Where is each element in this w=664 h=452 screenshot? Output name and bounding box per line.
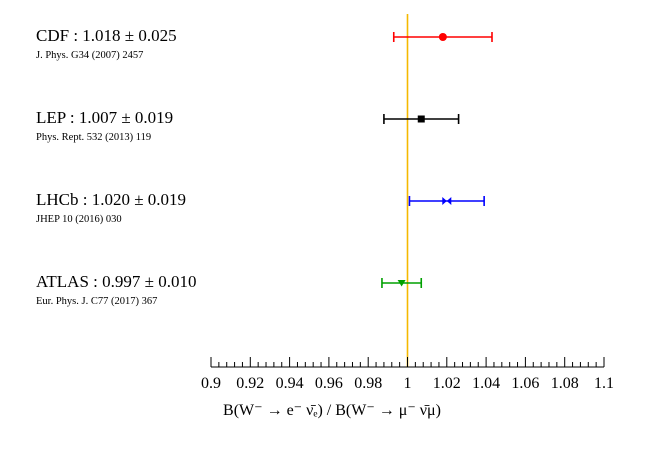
measurement-reference-lep: Phys. Rept. 532 (2013) 119 <box>36 132 152 143</box>
x-axis-label: B(W⁻ → e⁻ ν̄ₑ) / B(W⁻ → μ⁻ ν̄μ) <box>223 402 441 419</box>
data-point <box>417 115 425 123</box>
measurement-label-cdf: CDF : 1.018 ± 0.025 J. Phys. G34 (2007) … <box>36 26 177 61</box>
measurement-value-cdf: CDF : 1.018 ± 0.025 <box>36 26 177 45</box>
measurement-reference-lhcb: JHEP 10 (2016) 030 <box>36 214 122 225</box>
measurement-label-atlas: ATLAS : 0.997 ± 0.010 Eur. Phys. J. C77 … <box>36 272 196 307</box>
measurement-label-lhcb: LHCb : 1.020 ± 0.019 JHEP 10 (2016) 030 <box>36 190 186 225</box>
x-tick-label: 1.02 <box>433 375 461 392</box>
x-tick-label: 0.98 <box>354 375 382 392</box>
measurement-label-lep: LEP : 1.007 ± 0.019 Phys. Rept. 532 (201… <box>36 108 173 143</box>
x-tick-label: 1.08 <box>551 375 579 392</box>
x-tick-label: 0.96 <box>315 375 343 392</box>
x-tick-label: 1.04 <box>472 375 500 392</box>
data-point <box>442 197 452 205</box>
data-point <box>397 280 406 287</box>
x-tick-label: 0.9 <box>201 375 221 392</box>
x-tick-label: 0.94 <box>276 375 304 392</box>
x-tick-label: 1 <box>404 375 412 392</box>
x-tick-label: 1.1 <box>594 375 614 392</box>
x-tick-label: 0.92 <box>236 375 264 392</box>
measurement-value-lep: LEP : 1.007 ± 0.019 <box>36 108 174 127</box>
x-tick-label: 1.06 <box>511 375 539 392</box>
measurement-reference-cdf: J. Phys. G34 (2007) 2457 <box>36 50 144 61</box>
measurement-reference-atlas: Eur. Phys. J. C77 (2017) 367 <box>36 296 158 307</box>
measurement-value-lhcb: LHCb : 1.020 ± 0.019 <box>36 190 187 209</box>
measurement-value-atlas: ATLAS : 0.997 ± 0.010 <box>36 272 197 291</box>
data-point <box>438 33 447 41</box>
